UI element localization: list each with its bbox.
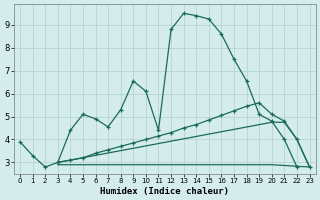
X-axis label: Humidex (Indice chaleur): Humidex (Indice chaleur) <box>100 187 229 196</box>
